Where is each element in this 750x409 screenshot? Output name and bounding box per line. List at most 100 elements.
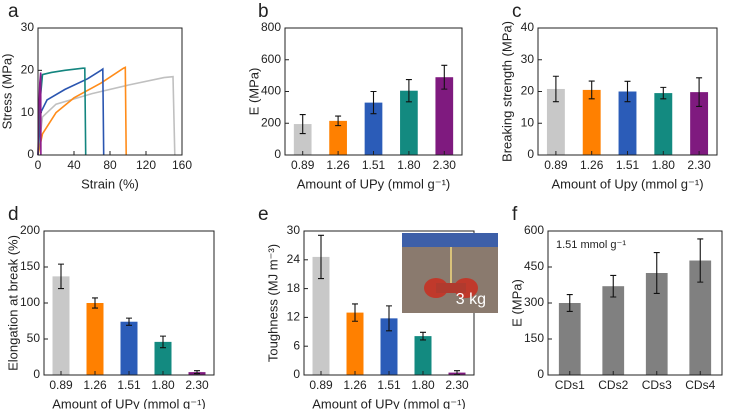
y-tick-label: 18: [287, 281, 301, 295]
axes-frame: [284, 27, 463, 156]
bar: [329, 120, 347, 155]
x-tick-label: CDs1: [555, 378, 585, 392]
x-tick-label: 160: [172, 158, 192, 172]
inset-label: 3 kg: [456, 291, 486, 308]
y-tick-label: 450: [524, 259, 544, 273]
x-tick-label: 2.30: [433, 158, 457, 172]
y-tick-label: 0: [527, 147, 534, 161]
error-bar: [552, 75, 559, 103]
x-axis-label: Strain (%): [81, 176, 139, 191]
x-tick-label: 1.26: [326, 158, 350, 172]
x-tick-label: 0.89: [49, 378, 73, 392]
error-bar: [624, 80, 631, 103]
x-tick-label: 2.30: [687, 158, 711, 172]
x-tick-label: 2.30: [185, 378, 209, 392]
x-tick-label: 0.89: [309, 378, 333, 392]
error-bar: [696, 77, 703, 107]
y-tick-label: 200: [20, 223, 40, 237]
y-axis-label: Toughness (MJ m⁻³): [265, 244, 280, 362]
panel-label: b: [258, 1, 269, 22]
panel-label: c: [512, 1, 522, 22]
bar: [558, 303, 581, 375]
bar: [312, 256, 330, 375]
error-bar: [566, 294, 573, 312]
error-bar: [160, 335, 166, 349]
y-tick-label: 600: [524, 223, 544, 237]
x-tick-label: CDs3: [642, 378, 672, 392]
error-bar: [335, 115, 342, 127]
bar: [154, 341, 172, 375]
error-bar: [92, 297, 98, 309]
y-axis-label: Stress (MPa): [0, 54, 14, 130]
bar: [582, 89, 601, 155]
error-bar: [386, 305, 392, 332]
stress-curve: [37, 66, 127, 156]
bar: [618, 91, 637, 155]
x-tick-label: 0.89: [544, 158, 568, 172]
x-tick-label: 1.26: [83, 378, 107, 392]
y-axis-label: E (MPa): [246, 68, 261, 116]
x-tick-label: 120: [136, 158, 156, 172]
x-tick-label: 80: [103, 158, 117, 172]
bar: [689, 260, 712, 375]
bar: [602, 286, 625, 375]
panel-label: a: [8, 1, 19, 22]
error-bar: [370, 90, 377, 115]
x-tick-label: CDs4: [685, 378, 715, 392]
x-tick-label: 1.80: [411, 378, 435, 392]
x-tick-label: 1.26: [580, 158, 604, 172]
axes-frame: [37, 27, 183, 156]
bar: [435, 77, 454, 155]
axes-frame: [43, 230, 215, 376]
panel-label: d: [8, 204, 19, 225]
bar: [52, 276, 70, 375]
error-bar: [352, 303, 358, 322]
error-bar: [299, 113, 306, 135]
x-tick-label: 1.80: [397, 158, 421, 172]
bar: [86, 303, 104, 375]
bar: [346, 312, 364, 375]
bar: [654, 93, 673, 155]
x-tick-label: 1.26: [343, 378, 367, 392]
y-tick-label: 150: [20, 259, 40, 273]
y-tick-label: 400: [261, 84, 281, 98]
x-axis-label: Amount of UPy (mmol g⁻¹): [312, 396, 466, 409]
y-tick-label: 600: [261, 52, 281, 66]
stress-curve: [37, 67, 87, 156]
bar: [690, 92, 709, 155]
bar: [645, 273, 668, 375]
y-tick-label: 10: [21, 105, 35, 119]
y-tick-label: 10: [521, 115, 535, 129]
inset-photo: [402, 233, 498, 313]
y-tick-label: 40: [521, 20, 535, 34]
y-axis-label: Elongation at break (%): [5, 235, 20, 371]
bar: [380, 318, 398, 375]
y-tick-label: 6: [293, 338, 300, 352]
y-tick-label: 20: [21, 63, 35, 77]
y-tick-label: 30: [521, 52, 535, 66]
axes-frame: [537, 27, 718, 156]
bar: [364, 102, 383, 155]
x-tick-label: 0: [35, 158, 42, 172]
bar: [546, 88, 565, 155]
bar: [400, 90, 418, 155]
x-axis-label: Amount of UPy (mmol g⁻¹): [52, 396, 206, 409]
bar: [120, 321, 138, 375]
error-bar: [588, 80, 595, 100]
x-tick-label: 1.51: [616, 158, 640, 172]
error-bar: [126, 317, 132, 326]
x-tick-label: 40: [67, 158, 81, 172]
y-tick-label: 0: [537, 367, 544, 381]
y-tick-label: 0: [33, 367, 40, 381]
x-tick-label: 1.51: [377, 378, 401, 392]
error-bar: [441, 64, 448, 90]
x-axis-label: Amount of UPy (mmol g⁻¹): [297, 176, 451, 191]
x-tick-label: 2.30: [445, 378, 469, 392]
x-axis-label: Amount of Upy (mmol g⁻¹): [551, 176, 703, 191]
y-axis-label: E (MPa): [509, 279, 524, 327]
error-bar: [653, 252, 660, 294]
error-bar: [318, 234, 324, 280]
y-tick-label: 800: [261, 20, 281, 34]
y-tick-label: 24: [287, 252, 301, 266]
